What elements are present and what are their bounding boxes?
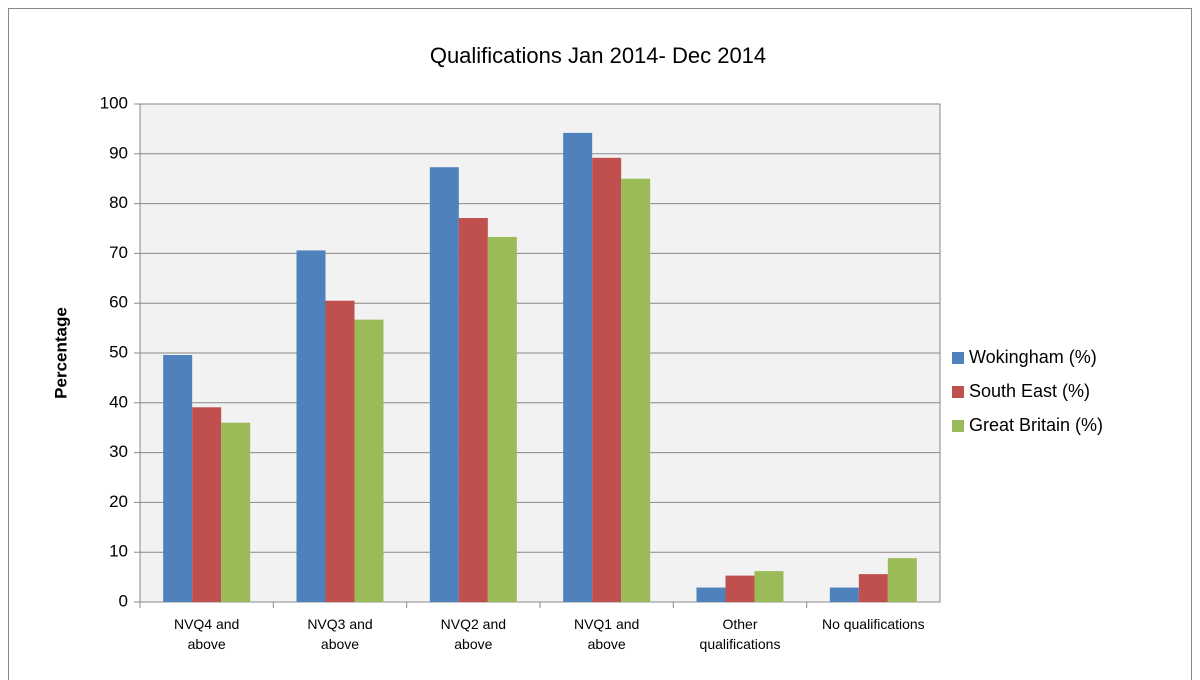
y-tick-label: 30 — [109, 442, 128, 461]
bar — [487, 236, 517, 602]
bar — [754, 571, 784, 602]
bar — [296, 250, 326, 603]
bar — [563, 132, 593, 602]
y-tick-label: 20 — [109, 492, 128, 511]
bar — [858, 574, 888, 602]
bar — [192, 407, 222, 602]
x-tick-label: NVQ2 and above — [440, 616, 507, 652]
bar — [221, 422, 251, 602]
bar — [163, 354, 193, 602]
legend-label: South East (%) — [969, 381, 1090, 401]
x-tick-label: Other qualifications — [699, 616, 781, 652]
bar — [696, 587, 726, 602]
bar — [458, 218, 488, 603]
legend-label: Great Britain (%) — [969, 415, 1103, 435]
legend-swatch — [952, 420, 964, 432]
y-tick-label: 0 — [119, 591, 128, 610]
y-tick-label: 40 — [109, 392, 128, 411]
y-tick-label: 90 — [109, 143, 128, 162]
x-tick-label: NVQ4 and above — [173, 616, 240, 652]
bar — [592, 157, 622, 602]
legend-swatch — [952, 386, 964, 398]
y-tick-label: 70 — [109, 243, 128, 262]
legend-label: Wokingham (%) — [969, 347, 1097, 367]
legend-swatch — [952, 352, 964, 364]
bar — [325, 300, 355, 602]
bar — [829, 587, 859, 602]
y-tick-label: 100 — [100, 93, 128, 112]
bar — [621, 178, 651, 602]
bar — [887, 558, 917, 602]
y-tick-label: 10 — [109, 542, 128, 561]
x-tick-label: No qualifications — [821, 616, 925, 632]
bar — [725, 575, 755, 602]
y-tick-label: 50 — [109, 342, 128, 361]
x-tick-label: NVQ3 and above — [307, 616, 373, 652]
bar — [429, 167, 459, 602]
y-tick-label: 80 — [109, 193, 128, 212]
y-tick-label: 60 — [109, 293, 128, 312]
chart-title: Qualifications Jan 2014- Dec 2014 — [430, 43, 766, 68]
x-tick-label: NVQ1 and above — [573, 616, 640, 652]
bar — [354, 319, 384, 602]
y-axis-label: Percentage — [51, 307, 70, 399]
